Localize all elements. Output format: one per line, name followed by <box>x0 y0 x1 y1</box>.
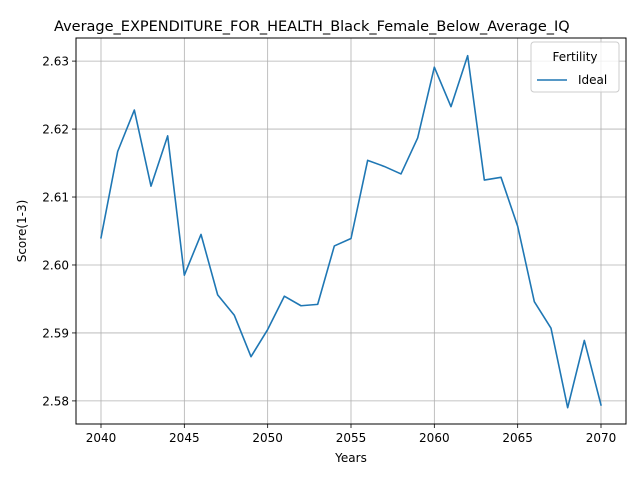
y-tick-label: 2.62 <box>42 123 69 137</box>
grid-lines <box>76 38 626 424</box>
x-axis: 2040 2045 2050 2055 2060 2065 2070 <box>86 424 617 445</box>
chart-title: Average_EXPENDITURE_FOR_HEALTH_Black_Fem… <box>54 19 570 35</box>
y-tick-label: 2.59 <box>42 326 69 340</box>
x-axis-label: Years <box>334 451 367 465</box>
x-tick-label: 2065 <box>502 431 533 445</box>
y-tick-label: 2.58 <box>42 394 69 408</box>
legend: Fertility Ideal <box>531 42 619 92</box>
y-tick-label: 2.63 <box>42 55 69 69</box>
x-tick-label: 2050 <box>252 431 283 445</box>
x-tick-label: 2070 <box>586 431 617 445</box>
y-tick-label: 2.61 <box>42 191 69 205</box>
x-tick-label: 2045 <box>169 431 200 445</box>
legend-title: Fertility <box>552 50 597 64</box>
x-tick-label: 2060 <box>419 431 450 445</box>
y-axis-label: Score(1-3) <box>15 200 29 263</box>
x-tick-label: 2055 <box>336 431 367 445</box>
x-tick-label: 2040 <box>86 431 117 445</box>
legend-label-ideal: Ideal <box>578 73 607 87</box>
y-axis: 2.58 2.59 2.60 2.61 2.62 2.63 <box>42 55 76 409</box>
y-tick-label: 2.60 <box>42 258 69 272</box>
